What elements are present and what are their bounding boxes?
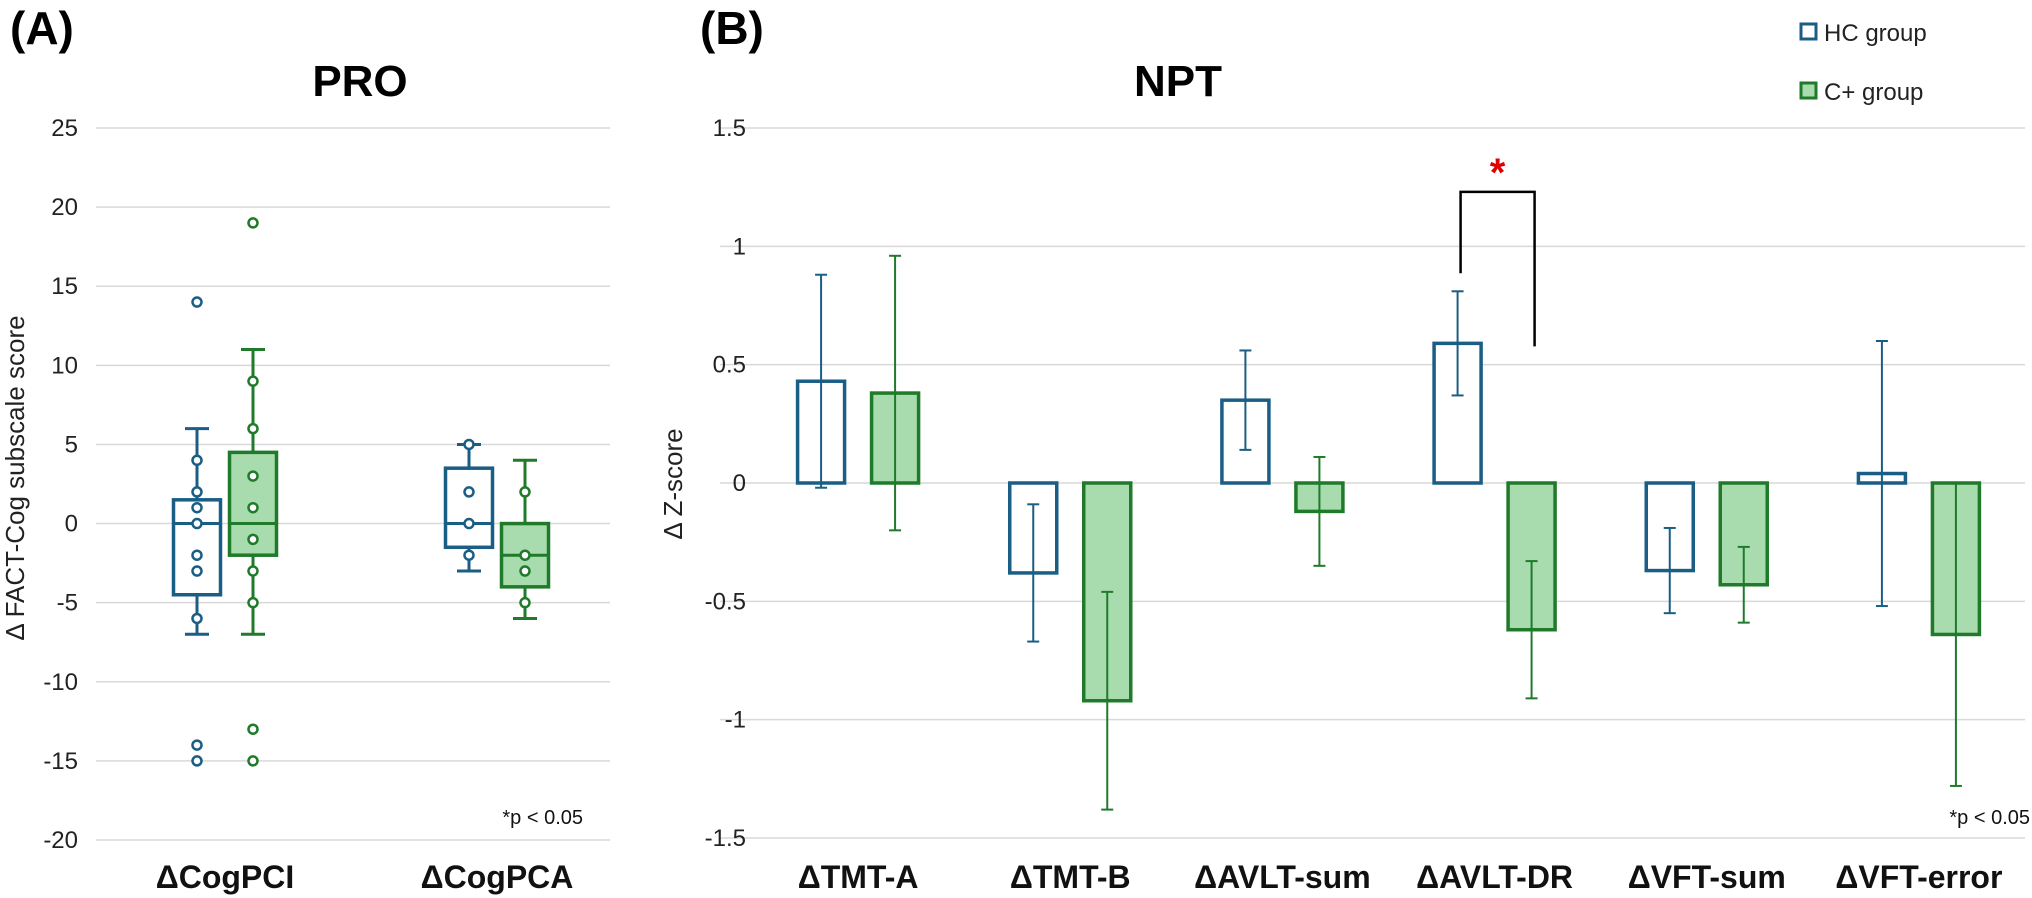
- npt-chart-title: NPT: [1134, 57, 1222, 106]
- pro-data-point: [191, 501, 203, 514]
- npt-bar-chart: NPT Δ Z-score *p < 0.05 HC group C+ grou…: [658, 20, 2030, 895]
- pro-y-tick-label: 20: [51, 194, 78, 221]
- pro-plot-area: 25 20 15 10 5 0 -5 -10 -15 -20 ΔCogPCI ΔCogPCA: [43, 115, 610, 895]
- npt-category-label: ΔAVLT-DR: [1416, 859, 1573, 895]
- npt-category-label: ΔAVLT-sum: [1194, 859, 1370, 895]
- pro-data-point: [519, 596, 531, 609]
- npt-y-tick-label: -1.5: [705, 825, 746, 852]
- pro-data-point: [519, 565, 531, 577]
- pro-data-point: [247, 422, 259, 435]
- pro-chart-title: PRO: [312, 57, 407, 106]
- pro-y-tick-label: 15: [51, 273, 78, 300]
- pro-outlier-point: [247, 755, 259, 767]
- pro-data-point: [247, 375, 259, 387]
- pro-y-axis-label: Δ FACT-Cog subscale score: [0, 315, 30, 640]
- panel-label-a: (A): [10, 2, 74, 54]
- pro-data-point: [247, 533, 259, 546]
- pro-data-point: [191, 549, 203, 561]
- npt-plot-area: 1.5 1 0.5 0 -0.5 -1 -1.5 ΔTMT-A ΔTMT-B ΔAVLT-sum Δ…: [705, 115, 2025, 895]
- legend-cplus-swatch: [1799, 81, 1818, 100]
- pro-outlier-point: [191, 296, 203, 308]
- pro-outlier-point: [247, 723, 259, 735]
- pro-y-tick-label: 5: [65, 431, 78, 458]
- npt-y-tick-label: -1: [725, 707, 746, 734]
- pro-data-point: [191, 454, 203, 467]
- npt-significance-note: *p < 0.05: [1949, 807, 2030, 829]
- npt-significance-marker: *: [1490, 151, 1506, 195]
- pro-data-point: [247, 596, 259, 609]
- npt-y-tick-label: 0: [733, 470, 746, 497]
- pro-data-point: [519, 486, 531, 498]
- pro-data-point: [463, 517, 475, 530]
- pro-data-point: [191, 612, 203, 625]
- legend-cplus-label: C+ group: [1824, 79, 1923, 106]
- pro-data-point: [463, 438, 475, 451]
- npt-y-tick-label: 0.5: [713, 352, 746, 379]
- legend-hc-swatch: [1799, 22, 1818, 41]
- npt-y-tick-label: 1.5: [713, 115, 746, 142]
- npt-category-label: ΔTMT-A: [798, 859, 919, 895]
- pro-y-tick-label: 0: [65, 511, 78, 538]
- pro-data-point: [247, 470, 259, 482]
- pro-y-tick-label: -5: [57, 590, 78, 617]
- pro-significance-note: *p < 0.05: [502, 807, 583, 829]
- npt-category-label: ΔVFT-error: [1835, 859, 2002, 895]
- pro-y-tick-label: 10: [51, 352, 78, 379]
- pro-outlier-point: [247, 217, 259, 229]
- pro-data-point: [191, 486, 203, 498]
- pro-boxplot-chart: PRO Δ FACT-Cog subscale score *p < 0.05 …: [0, 57, 610, 895]
- npt-y-tick-label: -0.5: [705, 588, 746, 615]
- legend-hc-label: HC group: [1824, 20, 1927, 47]
- panel-label-b: (B): [700, 2, 764, 54]
- npt-category-label: ΔTMT-B: [1010, 859, 1131, 895]
- npt-y-axis-label: Δ Z-score: [658, 428, 688, 539]
- pro-data-point: [191, 517, 203, 530]
- npt-y-tick-label: 1: [733, 233, 746, 260]
- pro-y-tick-label: 25: [51, 115, 78, 142]
- pro-y-tick-label: -10: [43, 669, 78, 696]
- npt-category-label: ΔVFT-sum: [1628, 859, 1786, 895]
- pro-data-point: [247, 501, 259, 514]
- pro-outlier-point: [191, 739, 203, 751]
- pro-box: [443, 466, 495, 550]
- pro-data-point: [191, 565, 203, 577]
- pro-data-point: [519, 549, 531, 561]
- pro-box: [171, 498, 223, 597]
- pro-y-tick-label: -15: [43, 748, 78, 775]
- pro-data-point: [247, 565, 259, 577]
- pro-y-tick-label: -20: [43, 827, 78, 854]
- pro-data-point: [463, 486, 475, 498]
- npt-significance-bracket: [1459, 190, 1536, 347]
- pro-outlier-point: [191, 755, 203, 767]
- legend: HC group C+ group: [1799, 20, 1927, 106]
- pro-category-label: ΔCogPCI: [156, 859, 295, 895]
- pro-data-point: [463, 549, 475, 561]
- pro-category-label: ΔCogPCA: [421, 859, 574, 895]
